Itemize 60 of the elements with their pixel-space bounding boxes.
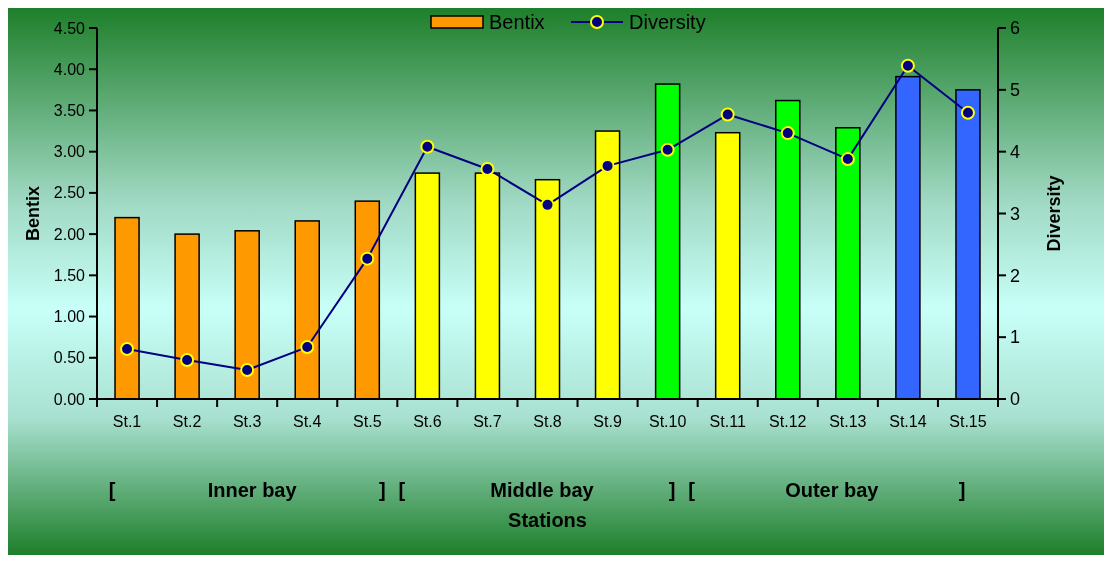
x-tick-label: St.13 — [829, 413, 867, 430]
y-tick-label: 4.50 — [53, 19, 86, 37]
point — [120, 341, 135, 356]
text: ] — [379, 479, 386, 501]
x-tick-label: St.3 — [232, 413, 262, 430]
y-tick-label: 3.00 — [53, 143, 86, 161]
point — [480, 161, 495, 176]
x-tick-label: St.10 — [648, 413, 687, 430]
y-tick-label: 0.50 — [53, 349, 86, 367]
point — [240, 362, 255, 377]
y-tick-label: 2.50 — [53, 184, 86, 202]
text: [ — [688, 479, 696, 501]
point — [900, 58, 915, 73]
y2-tick-label: 4 — [1010, 141, 1021, 162]
y-tick-label: 1.00 — [53, 308, 86, 326]
legend-label: Bentix — [489, 11, 545, 33]
y2-tick-label: 0 — [1010, 389, 1021, 410]
text: ] — [668, 479, 676, 501]
x-tick-label: St.7 — [473, 413, 502, 430]
text: Outer bay — [785, 479, 880, 501]
x-tick-label: St.15 — [949, 413, 987, 430]
point — [300, 340, 315, 355]
y2-tick-label: 3 — [1010, 203, 1021, 224]
point — [420, 139, 435, 154]
y2-axis-title: Diversity — [1044, 175, 1064, 252]
text: [ — [108, 479, 116, 501]
text: ] — [958, 479, 966, 501]
point — [660, 142, 675, 157]
point — [960, 105, 975, 120]
y-tick-label: 4.00 — [53, 60, 86, 78]
point — [720, 107, 735, 122]
y-tick-label: 0.00 — [53, 390, 86, 408]
x-tick-label: St.4 — [293, 413, 322, 430]
x-axis-title: Stations — [508, 509, 587, 531]
y2-tick-label: 5 — [1010, 80, 1021, 101]
text: [ — [398, 479, 406, 501]
point — [540, 197, 555, 212]
x-tick-label: St.14 — [889, 413, 927, 430]
point — [840, 152, 855, 167]
y2-tick-label: 1 — [1010, 327, 1021, 348]
y-axis-title: Bentix — [23, 185, 43, 242]
text: Inner bay — [207, 479, 298, 501]
y2-tick-label: 6 — [1010, 18, 1021, 39]
y2-tick-label: 2 — [1010, 265, 1021, 286]
x-tick-label: St.1 — [112, 413, 142, 430]
text: Middle bay — [490, 479, 595, 501]
point — [360, 251, 375, 266]
x-tick-label: St.12 — [769, 413, 807, 430]
point — [780, 126, 795, 141]
legend-label: Diversity — [629, 11, 706, 33]
point — [180, 353, 195, 368]
y-tick-label: 2.00 — [53, 225, 86, 243]
x-tick-label: St.9 — [593, 413, 622, 430]
x-tick-label: St.5 — [353, 413, 382, 430]
x-tick-label: St.2 — [172, 413, 202, 430]
x-tick-label: St.11 — [709, 413, 746, 430]
y-tick-label: 1.50 — [53, 266, 86, 284]
y-tick-label: 3.50 — [53, 102, 86, 120]
x-tick-label: St.6 — [413, 413, 442, 430]
x-tick-label: St.8 — [533, 413, 562, 430]
